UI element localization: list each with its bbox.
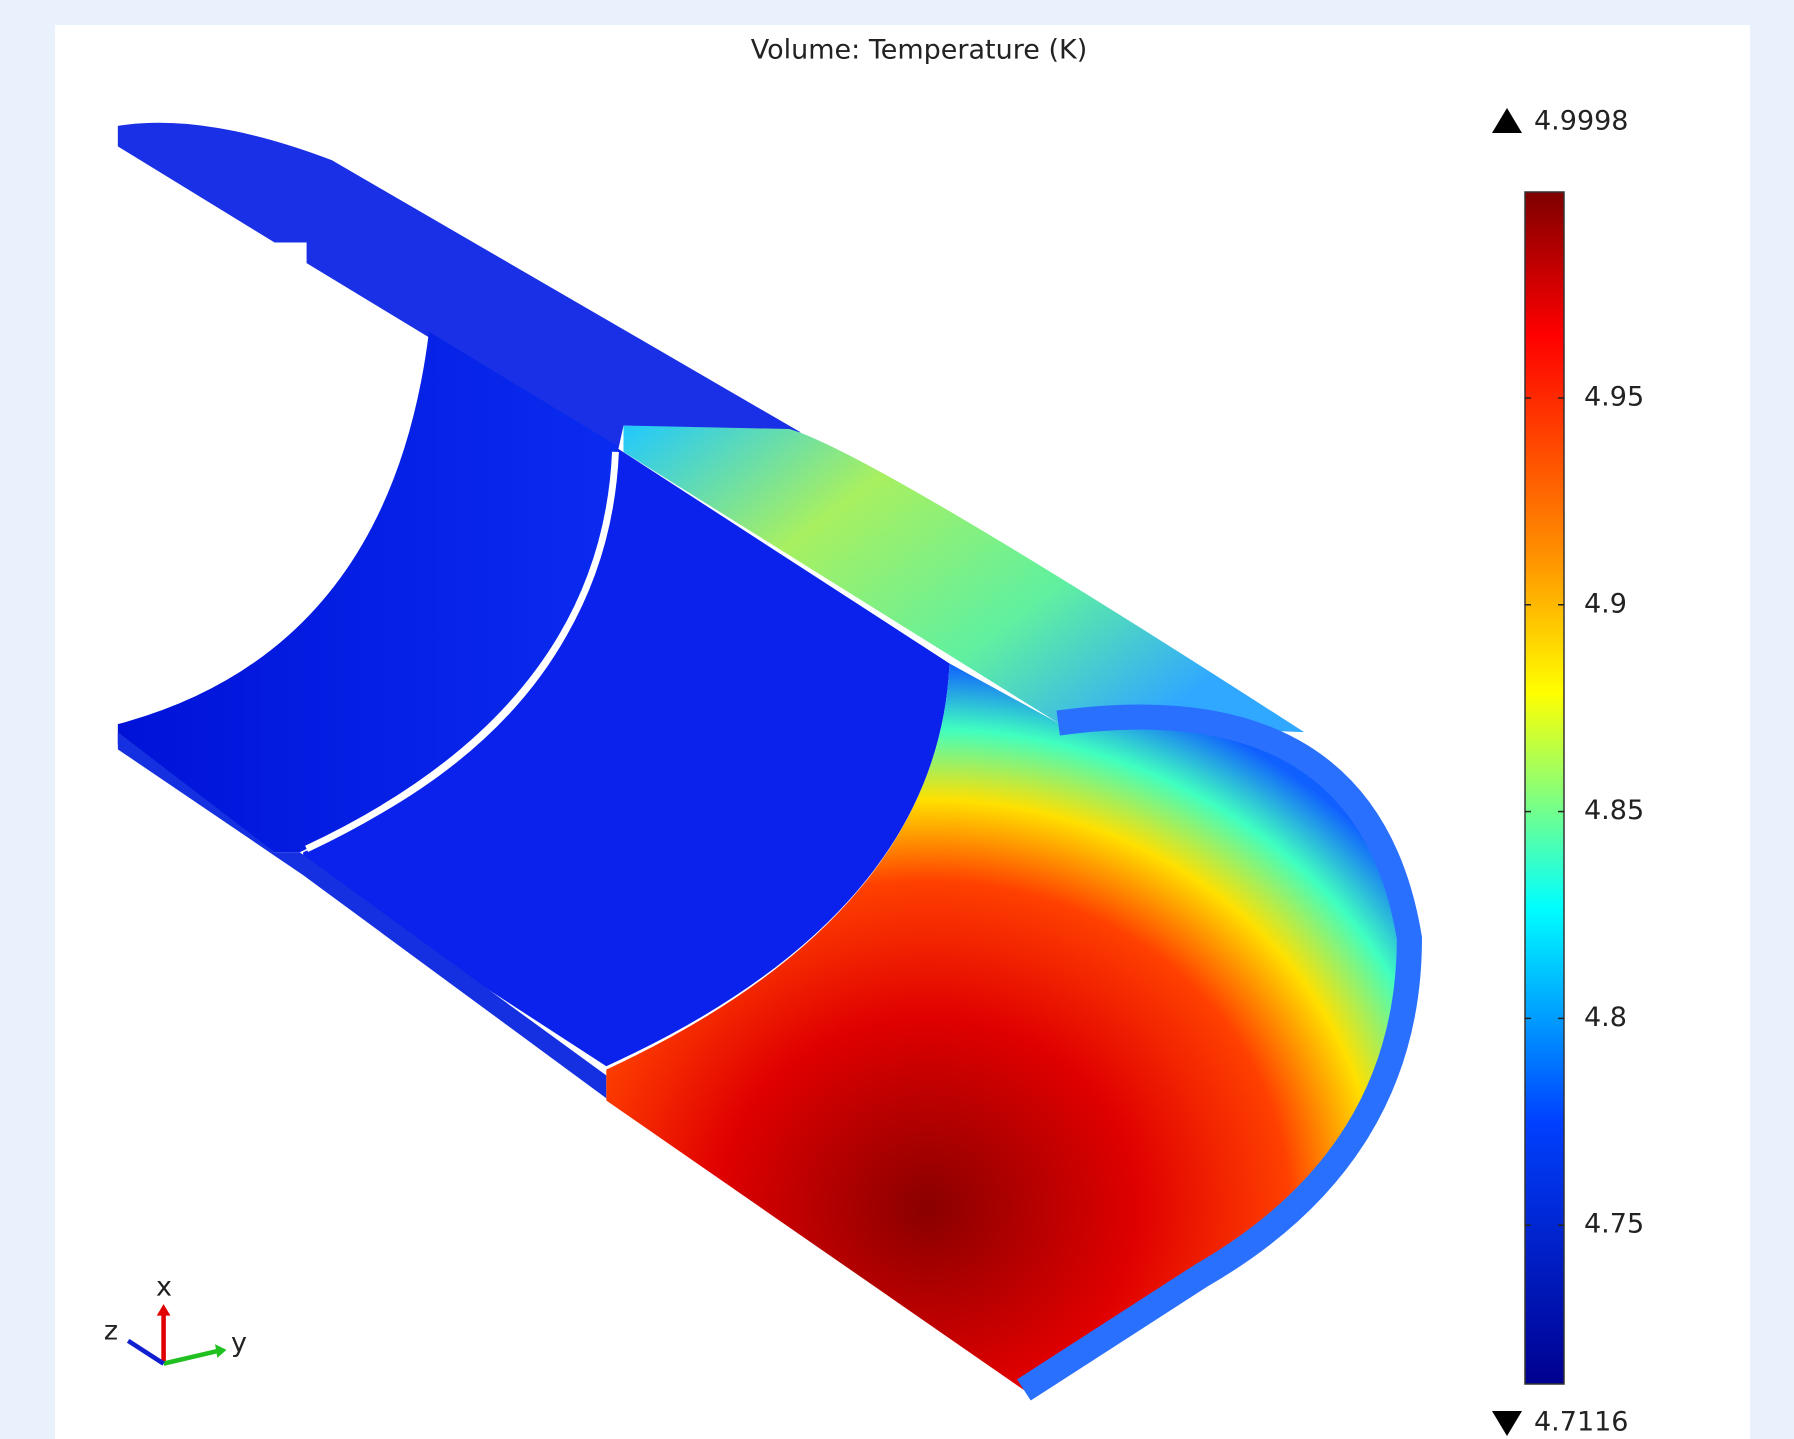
right-inner-surface [606, 663, 1410, 1390]
max-marker [1492, 108, 1522, 133]
z-arrow [126, 1338, 165, 1366]
bottom-left-edge [117, 732, 607, 1099]
colorbar-min-label: 4.7116 [1534, 1407, 1628, 1438]
axis-label-x: x [156, 1272, 172, 1303]
tick-label: 4.9 [1584, 588, 1627, 619]
axis-label-y: y [231, 1328, 247, 1359]
tick-label: 4.85 [1584, 795, 1644, 826]
tick-label: 4.8 [1584, 1002, 1627, 1033]
middle-inner-surface [303, 448, 950, 1067]
plot-title: Volume: Temperature (K) [751, 35, 1088, 66]
axis-label-z: z [104, 1316, 118, 1347]
min-marker [1492, 1411, 1522, 1436]
colorbar-max-label: 4.9998 [1534, 106, 1628, 137]
y-arrowhead [215, 1344, 227, 1358]
top-right-flange [623, 425, 1305, 733]
colorbar [1524, 191, 1565, 1385]
axis-triad [126, 1304, 227, 1366]
gap [305, 451, 619, 852]
y-arrow [163, 1348, 218, 1366]
x-arrowhead [156, 1304, 171, 1316]
top-left-flange [117, 122, 801, 452]
tick-label: 4.75 [1584, 1209, 1644, 1240]
tick-label: 4.95 [1584, 381, 1644, 412]
geometry [117, 122, 1422, 1401]
outer-rim [1017, 704, 1422, 1401]
